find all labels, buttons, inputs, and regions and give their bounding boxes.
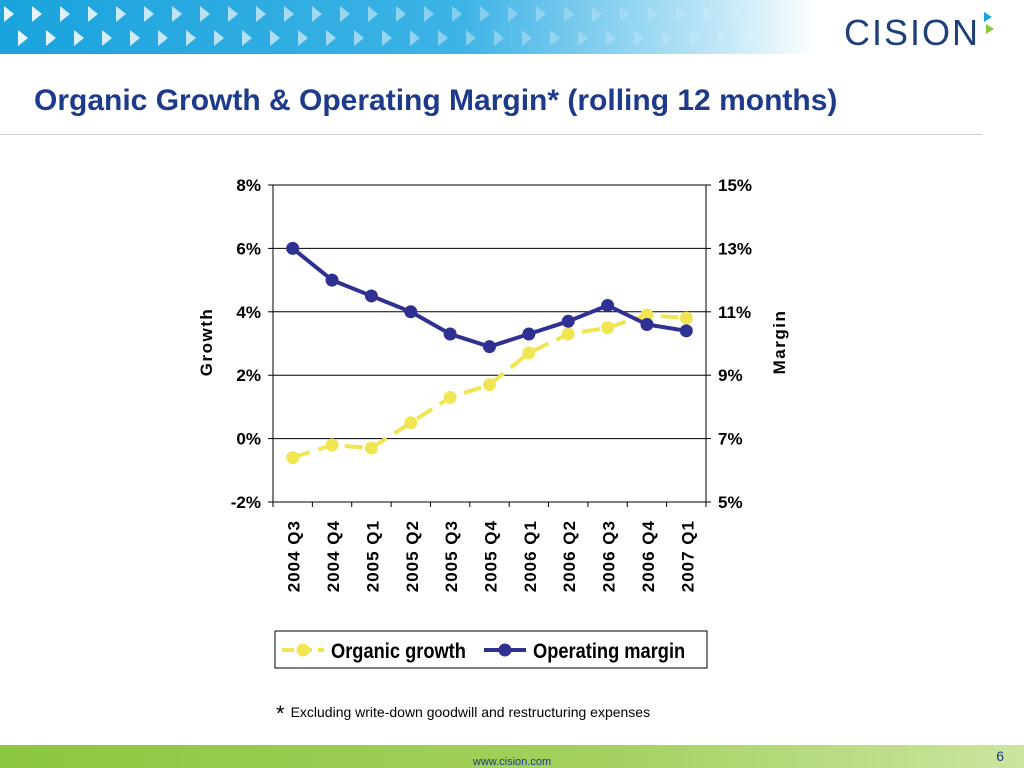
- operating-margin-point: [443, 327, 457, 341]
- website-link[interactable]: www.cision.com: [472, 756, 552, 768]
- operating-margin-point: [561, 314, 575, 328]
- x-tick-label: 2007 Q1: [678, 520, 697, 592]
- growth-margin-chart: -2% 5% 0% 7% 2% 9% 4% 11% 6% 13% 8% 15% 2004 Q3 2004 …: [197, 176, 789, 669]
- organic-growth-point: [404, 416, 418, 430]
- organic-growth-point: [601, 321, 615, 335]
- slide-title: Organic Growth & Operating Margin* (roll…: [34, 84, 838, 117]
- y2-axis-title: Margin: [770, 310, 789, 375]
- footnote: * Excluding write-down goodwill and restr…: [276, 701, 650, 727]
- y2-tick-label: 15%: [718, 176, 752, 195]
- operating-margin-point: [601, 298, 615, 312]
- legend-organic-growth-marker: [296, 643, 310, 657]
- y-tick-label: 4%: [236, 303, 261, 322]
- y2-tick-label: 7%: [718, 430, 743, 449]
- y-tick-label: 2%: [236, 366, 261, 385]
- y-tick-label: 8%: [236, 176, 261, 195]
- operating-margin-point: [640, 317, 654, 331]
- y-axis-title: Growth: [197, 308, 216, 377]
- x-tick-label: 2005 Q3: [442, 520, 461, 592]
- x-tick-label: 2006 Q1: [521, 520, 540, 592]
- organic-growth-point: [561, 327, 575, 341]
- x-tick-label: 2006 Q3: [600, 520, 619, 592]
- footer-band: [0, 745, 1024, 768]
- x-tick-label: 2006 Q2: [560, 520, 579, 592]
- y2-tick-label: 13%: [718, 239, 752, 258]
- x-tick-label: 2004 Q3: [285, 520, 304, 592]
- organic-growth-point: [325, 438, 339, 452]
- x-tick-label: 2005 Q2: [403, 520, 422, 592]
- header-band: [0, 0, 1024, 54]
- x-tick-label: 2005 Q1: [363, 520, 382, 592]
- chevron-pattern: [4, 6, 756, 46]
- y-tick-label: -2%: [231, 493, 261, 512]
- organic-growth-point: [483, 378, 496, 392]
- organic-growth-line: [292, 312, 687, 460]
- operating-margin-point: [522, 327, 536, 341]
- organic-growth-point: [364, 441, 378, 455]
- legend-operating-margin-marker: [498, 643, 512, 657]
- legend-operating-margin-label: Operating margin: [533, 640, 685, 663]
- y-tick-label: 6%: [236, 239, 261, 258]
- footnote-mark: *: [276, 701, 285, 726]
- page-number: 6: [996, 748, 1004, 764]
- operating-margin-point: [286, 241, 300, 255]
- organic-growth-point: [522, 346, 536, 360]
- x-tick-label: 2005 Q4: [482, 520, 501, 592]
- y-tick-label: 0%: [236, 430, 261, 449]
- operating-margin-line: [291, 246, 687, 349]
- operating-margin-point: [679, 324, 693, 338]
- y2-tick-label: 9%: [718, 366, 743, 385]
- operating-margin-point: [404, 305, 418, 319]
- title-divider: [0, 134, 982, 135]
- organic-growth-point: [286, 451, 300, 465]
- footnote-text: Excluding write-down goodwill and restru…: [290, 704, 651, 720]
- organic-growth-point: [679, 311, 693, 325]
- x-tick-label: 2006 Q4: [639, 520, 658, 592]
- y2-tick-label: 5%: [718, 493, 743, 512]
- organic-growth-point: [443, 390, 457, 404]
- y2-tick-label: 11%: [718, 303, 751, 322]
- operating-margin-point: [325, 273, 339, 287]
- x-tick-label: 2004 Q4: [324, 520, 343, 592]
- legend-organic-growth-label: Organic growth: [331, 640, 466, 663]
- cision-logo: CISION: [843, 12, 980, 53]
- operating-margin-point: [364, 289, 378, 303]
- operating-margin-point: [483, 340, 496, 354]
- logo-arrow-icon: [984, 12, 994, 34]
- organic-growth-point: [640, 308, 654, 322]
